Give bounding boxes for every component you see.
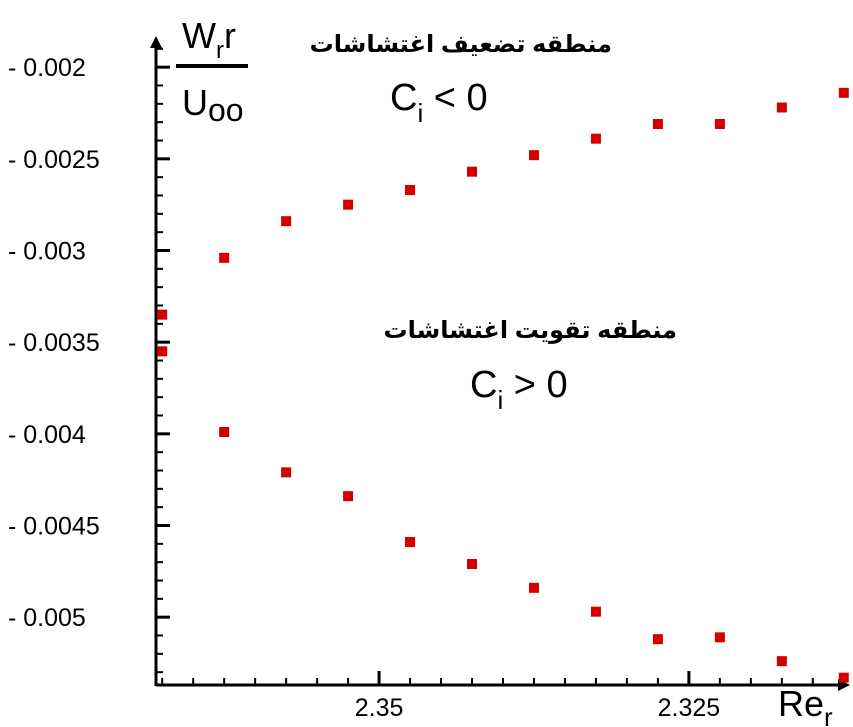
annotations: منطقه تضعیف اغتشاشات Ci < 0 منطقه تقویت … (310, 31, 677, 415)
annotation-lower-cond-rest: > 0 (503, 364, 567, 406)
data-point (405, 185, 416, 195)
data-point (714, 632, 725, 643)
y-tick-label: - 0.005 (8, 604, 86, 632)
y-tick-label: - 0.003 (8, 238, 86, 266)
ylabel-den: U (182, 82, 208, 123)
data-point (281, 467, 292, 478)
data-point (157, 309, 168, 320)
data-point (281, 216, 292, 227)
annotation-lower-cond-main: C (470, 364, 497, 406)
x-ticks: 2.35 2.325 (355, 671, 720, 722)
data-point (343, 491, 354, 502)
y-ticks: - 0.002 - 0.0025 - 0.003 - 0.0035 - 0.004 - 0… (8, 54, 170, 632)
data-point (405, 537, 416, 547)
ylabel-num-tail: r (224, 15, 236, 56)
data-point (219, 252, 230, 263)
y-axis-label: Wrr Uoo (176, 15, 248, 128)
y-tick-label: - 0.0025 (8, 146, 100, 174)
ylabel-num-sub: r (216, 37, 224, 64)
axes (150, 36, 850, 691)
svg-text:Uoo: Uoo (182, 82, 244, 128)
data-point (776, 656, 787, 667)
data-point (219, 427, 230, 437)
data-point (838, 672, 849, 683)
annotation-lower-text: منطقه تقویت اغتشاشات (383, 317, 677, 344)
svg-text:Rer: Rer (778, 683, 833, 727)
data-point (467, 559, 478, 569)
data-point (528, 582, 539, 593)
ylabel-den-sub: oo (208, 92, 244, 128)
y-tick-label: - 0.002 (8, 54, 86, 82)
x-axis-label: Rer (778, 683, 833, 727)
annotation-upper-cond-main: C (390, 77, 417, 119)
data-points (157, 87, 849, 683)
svg-text:Wrr: Wrr (182, 15, 236, 64)
annotation-upper-cond-sub: i (417, 98, 423, 128)
x-tick-label: 2.325 (658, 694, 721, 722)
data-point (838, 87, 849, 98)
data-point (590, 606, 601, 617)
xlabel-sub: r (824, 702, 833, 727)
y-axis-arrow (150, 36, 162, 48)
ylabel-num-main: W (182, 15, 216, 56)
y-tick-label: - 0.004 (8, 421, 86, 449)
y-tick-label: - 0.0035 (8, 329, 100, 357)
svg-text:Ci < 0: Ci < 0 (390, 77, 488, 128)
data-point (528, 150, 539, 161)
data-point (776, 102, 787, 113)
data-point (590, 133, 601, 144)
xlabel-main: Re (778, 683, 824, 724)
data-point (714, 119, 725, 129)
svg-text:Ci > 0: Ci > 0 (470, 364, 568, 415)
data-point (467, 166, 478, 177)
data-point (652, 634, 663, 645)
data-point (157, 346, 168, 357)
annotation-upper-cond-rest: < 0 (423, 77, 487, 119)
x-tick-label: 2.35 (355, 694, 404, 722)
annotation-lower-cond-sub: i (497, 385, 503, 415)
annotation-upper-text: منطقه تضعیف اغتشاشات (310, 31, 612, 58)
data-point (652, 119, 663, 129)
y-tick-label: - 0.0045 (8, 513, 100, 541)
data-point (343, 199, 354, 210)
